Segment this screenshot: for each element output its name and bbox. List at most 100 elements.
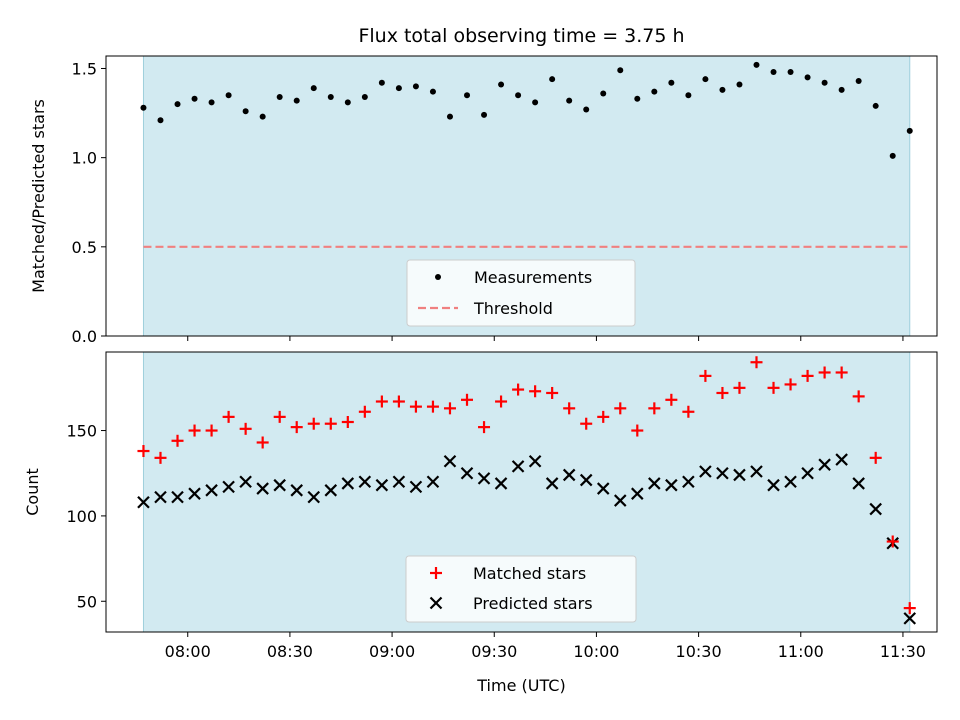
predicted-star-point — [511, 460, 525, 473]
top-y-tick-label: 0.5 — [72, 238, 97, 257]
matched-star-point — [529, 385, 542, 398]
measurement-point — [208, 99, 215, 106]
predicted-star-point — [631, 487, 644, 500]
x-tick-label: 10:30 — [676, 642, 722, 661]
predicted-star-point — [443, 454, 457, 468]
x-stroke-b — [392, 475, 406, 489]
matched-star-point — [137, 445, 150, 458]
predicted-star-point — [528, 454, 542, 468]
predicted-star-point — [750, 465, 763, 478]
x-stroke-b — [665, 478, 678, 492]
x-stroke-b — [426, 475, 440, 489]
x-stroke-b — [222, 480, 235, 494]
x-stroke-b — [903, 612, 917, 625]
measurement-point — [446, 113, 453, 120]
measurement-point — [736, 81, 743, 88]
measurement-point — [702, 76, 709, 83]
top-y-tick-label: 1.0 — [72, 149, 97, 168]
matched-star-point — [392, 395, 405, 408]
measurement-point — [838, 86, 845, 93]
measurement-point — [855, 77, 862, 84]
measurement-point — [191, 95, 198, 102]
x-stroke-b — [716, 466, 729, 480]
predicted-star-point — [154, 490, 167, 504]
predicted-star-point — [205, 484, 218, 497]
predicted-star-point — [358, 475, 372, 489]
top-y-axis-label: Matched/Predicted stars — [29, 99, 48, 293]
predicted-star-point — [273, 478, 286, 492]
predicted-star-point — [784, 475, 797, 489]
matched-star-point — [290, 421, 303, 434]
x-tick-label: 11:30 — [880, 642, 926, 661]
matched-star-point — [512, 383, 525, 396]
predicted-star-point — [579, 473, 593, 487]
measurement-point — [889, 152, 896, 159]
x-stroke-b — [358, 475, 372, 489]
x-stroke-b — [818, 458, 831, 471]
x-stroke-b — [477, 472, 491, 485]
x-stroke-b — [631, 487, 644, 500]
matched-star-point — [767, 381, 780, 394]
bottom-y-tick-label: 50 — [77, 592, 97, 611]
predicted-star-point — [545, 477, 559, 490]
measurement-point — [787, 69, 794, 76]
predicted-star-point — [290, 484, 303, 497]
predicted-star-point — [137, 495, 150, 509]
measurement-point — [549, 76, 556, 83]
matched-star-point — [614, 402, 627, 415]
x-stroke-b — [273, 478, 286, 492]
measurement-point — [583, 106, 590, 113]
legend-matched-label: Matched stars — [473, 564, 586, 583]
predicted-star-point — [869, 502, 882, 516]
x-stroke-b — [801, 466, 814, 480]
measurement-point — [464, 92, 471, 99]
matched-star-point — [205, 424, 218, 437]
x-stroke-b — [494, 477, 508, 490]
x-stroke-b — [137, 495, 150, 509]
predicted-star-point — [239, 475, 252, 489]
legend-predicted-label: Predicted stars — [473, 594, 593, 613]
measurement-point — [157, 117, 164, 124]
x-stroke-b — [579, 473, 593, 487]
top-panel: 0.0 0.5 1.0 1.5 — [72, 55, 938, 346]
x-stroke-b — [545, 477, 559, 490]
matched-star-point — [784, 378, 797, 391]
matched-star-point — [750, 356, 763, 369]
matched-star-point — [188, 424, 201, 437]
x-stroke-b — [784, 475, 797, 489]
predicted-star-point — [324, 484, 338, 497]
x-tick-label: 08:00 — [165, 642, 211, 661]
predicted-star-point — [477, 472, 491, 485]
measurement-point — [515, 92, 522, 99]
x-stroke-b — [562, 468, 576, 482]
measurement-point — [344, 99, 351, 106]
matched-star-point — [239, 422, 252, 435]
matched-star-point — [461, 393, 474, 406]
measurement-point — [872, 102, 879, 109]
matched-star-point — [903, 602, 916, 615]
x-tick-label: 11:00 — [778, 642, 824, 661]
x-stroke-b — [205, 484, 218, 497]
matched-star-point — [886, 535, 899, 548]
matched-star-point — [495, 395, 508, 408]
measurement-point — [361, 94, 368, 101]
x-stroke-b — [460, 466, 474, 480]
x-stroke-b — [239, 475, 252, 489]
x-stroke-b — [596, 482, 610, 495]
measurement-point — [753, 61, 760, 68]
measurement-point — [532, 99, 539, 106]
x-stroke-b — [290, 484, 303, 497]
predicted-star-point — [699, 465, 712, 478]
x-stroke-b — [154, 490, 167, 504]
x-stroke-b — [733, 468, 746, 482]
matched-star-point — [443, 402, 456, 415]
x-stroke-b — [256, 482, 269, 495]
measurement-point — [174, 101, 181, 108]
measurement-point — [276, 94, 283, 101]
measurement-point — [719, 86, 726, 93]
x-tick-label: 09:00 — [369, 642, 415, 661]
measurement-point — [685, 92, 692, 99]
predicted-star-point — [392, 475, 406, 489]
bottom-legend: Matched stars Predicted stars — [405, 555, 637, 623]
bottom-legend-box — [405, 555, 637, 623]
